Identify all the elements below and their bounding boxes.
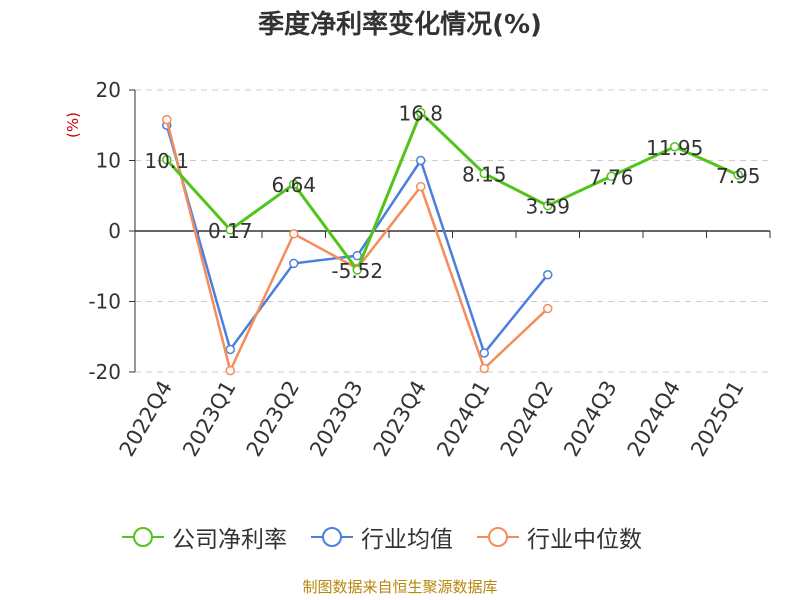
legend-item-industry-mean[interactable]: 行业均值 bbox=[309, 520, 453, 554]
data-label: 11.95 bbox=[646, 136, 703, 160]
data-label: 10.1 bbox=[144, 149, 189, 173]
data-label: 0.17 bbox=[208, 219, 253, 243]
data-point bbox=[479, 168, 489, 179]
data-point bbox=[416, 155, 426, 166]
x-tick-label: 2024Q3 bbox=[559, 377, 621, 461]
x-tick-label: 2023Q2 bbox=[242, 377, 304, 461]
x-tick-label: 2023Q3 bbox=[305, 377, 367, 461]
legend-label-industry-mean: 行业均值 bbox=[361, 527, 453, 553]
data-label: 16.8 bbox=[398, 102, 443, 126]
series-line bbox=[165, 111, 739, 272]
y-tick-label: -10 bbox=[88, 290, 121, 314]
data-point bbox=[479, 363, 489, 374]
x-tick-label: 2022Q4 bbox=[115, 377, 177, 461]
data-label-layer: 10.1 0.17 6.64 -5.52 16.8 8.15 3.59 7.76 11.95 7.… bbox=[144, 102, 760, 283]
legend-marker-net-margin bbox=[122, 527, 164, 547]
data-label: 3.59 bbox=[525, 195, 570, 219]
y-axis-label: (%) bbox=[64, 112, 82, 138]
x-tick-label: 2023Q1 bbox=[178, 377, 240, 461]
data-point bbox=[352, 250, 362, 261]
data-point bbox=[670, 142, 680, 152]
data-point bbox=[733, 170, 743, 180]
x-tick-label: 2023Q4 bbox=[369, 377, 431, 461]
data-label: 7.95 bbox=[716, 164, 761, 188]
data-point bbox=[289, 179, 299, 189]
legend-marker-industry-median bbox=[477, 527, 519, 547]
legend-item-net-margin[interactable]: 公司净利率 bbox=[120, 520, 287, 554]
x-tick-label: 2024Q2 bbox=[496, 377, 558, 461]
legend-marker-industry-mean bbox=[311, 527, 353, 547]
data-point bbox=[606, 171, 616, 182]
data-point bbox=[543, 269, 553, 280]
data-point bbox=[543, 303, 553, 314]
series-line bbox=[165, 119, 549, 372]
data-point bbox=[289, 258, 299, 269]
data-point bbox=[479, 348, 489, 358]
y-tick-label: 10 bbox=[96, 149, 121, 173]
data-point bbox=[225, 225, 235, 235]
data-label: -5.52 bbox=[331, 259, 383, 283]
grid-layer bbox=[135, 89, 770, 373]
y-tick-label: 20 bbox=[96, 78, 121, 102]
legend-item-industry-median[interactable]: 行业中位数 bbox=[475, 520, 642, 554]
x-tick-label: 2025Q1 bbox=[686, 377, 748, 461]
data-point bbox=[543, 200, 553, 211]
y-tick-label: -20 bbox=[88, 360, 121, 384]
data-label: 8.15 bbox=[462, 163, 507, 187]
y-tick-label: 0 bbox=[108, 219, 121, 243]
data-point bbox=[162, 114, 172, 125]
data-point bbox=[416, 107, 426, 118]
legend-label-net-margin: 公司净利率 bbox=[172, 527, 287, 553]
data-point bbox=[225, 365, 235, 376]
data-point bbox=[352, 265, 362, 275]
x-tick-label: 2024Q1 bbox=[432, 377, 494, 461]
data-point bbox=[162, 155, 172, 165]
data-point bbox=[416, 181, 426, 192]
legend-label-industry-median: 行业中位数 bbox=[527, 527, 642, 553]
chart-title: 季度净利率变化情况(%) bbox=[258, 10, 542, 40]
legend: 公司净利率 行业均值 行业中位数 bbox=[120, 520, 664, 554]
data-label: 7.76 bbox=[589, 165, 634, 189]
x-tick-label: 2024Q4 bbox=[623, 377, 685, 461]
data-label: 6.64 bbox=[271, 173, 316, 197]
data-point bbox=[289, 229, 299, 239]
series-layer bbox=[162, 107, 743, 376]
source-footer: 制图数据来自恒生聚源数据库 bbox=[302, 578, 498, 596]
data-point bbox=[225, 344, 235, 355]
